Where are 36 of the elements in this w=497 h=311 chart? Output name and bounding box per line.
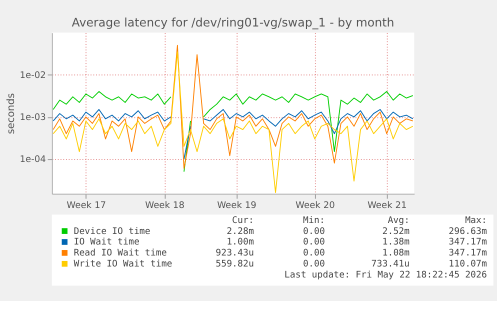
text: 1.38m [382, 238, 410, 248]
text: 0.00 [303, 260, 325, 270]
x-tick-label: Week 17 [66, 200, 106, 211]
line-series [52, 44, 414, 169]
y-tick-label: 1e-04 [20, 155, 46, 166]
x-tick-label: Week 20 [296, 200, 336, 211]
text: 347.17m [448, 238, 488, 248]
text: Cur: [232, 216, 254, 226]
x-tick-label: Week 19 [217, 200, 257, 211]
chart-title: Average latency for /dev/ring01-vg/swap_1 - by month [72, 15, 394, 30]
text: 0.00 [303, 248, 325, 259]
legend-label: IO Wait time [74, 238, 140, 248]
text: 296.63m [448, 226, 488, 237]
y-tick-label: 1e-02 [20, 70, 46, 81]
text: Max: [465, 216, 487, 226]
text: Avg: [388, 216, 410, 226]
text: Last update: Fri May 22 18:22:45 2026 [284, 270, 487, 280]
text: 1.08m [382, 248, 410, 259]
text: 0.00 [303, 238, 325, 248]
legend-label: Device IO time [74, 226, 150, 237]
text: 2.52m [382, 226, 410, 237]
x-tick-label: Week 18 [145, 200, 185, 211]
text: 110.07m [448, 260, 488, 270]
x-tick-label: Week 21 [367, 200, 407, 211]
y-axis-title: seconds [6, 93, 18, 134]
text: 347.17m [448, 248, 488, 259]
text: Min: [303, 216, 325, 226]
text: 733.41u [371, 260, 410, 270]
text: 559.82u [216, 260, 254, 270]
legend-label: Read IO Wait time [74, 248, 167, 259]
text: 0.00 [303, 226, 325, 237]
text: 1.00m [226, 238, 254, 248]
legend-label: Write IO Wait time [74, 260, 172, 270]
text: 923.43u [216, 248, 254, 259]
y-tick-label: 1e-03 [20, 113, 46, 124]
text: 2.28m [226, 226, 254, 237]
